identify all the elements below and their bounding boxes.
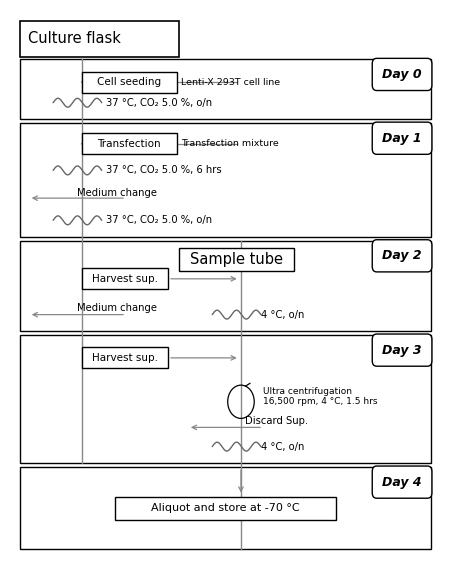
- Text: Sample tube: Sample tube: [190, 252, 283, 267]
- Text: Day 1: Day 1: [382, 132, 422, 145]
- Text: Medium change: Medium change: [78, 303, 157, 313]
- Text: Day 2: Day 2: [382, 249, 422, 262]
- Bar: [20, 20, 179, 57]
- Bar: [20, 241, 431, 331]
- Bar: [82, 72, 177, 93]
- FancyBboxPatch shape: [372, 122, 432, 155]
- Text: Transfection: Transfection: [97, 139, 161, 149]
- Text: 4 °C, o/n: 4 °C, o/n: [261, 441, 304, 452]
- Text: Day 4: Day 4: [382, 475, 422, 488]
- Text: Day 3: Day 3: [382, 344, 422, 357]
- FancyBboxPatch shape: [372, 466, 432, 498]
- Text: Lenti-X 293T cell line: Lenti-X 293T cell line: [181, 78, 281, 87]
- Bar: [82, 348, 168, 368]
- Text: Culture flask: Culture flask: [28, 31, 121, 46]
- Text: Discard Sup.: Discard Sup.: [245, 416, 308, 426]
- Text: Ultra centrifugation
16,500 rpm, 4 °C, 1.5 hrs: Ultra centrifugation 16,500 rpm, 4 °C, 1…: [263, 387, 377, 406]
- Text: 4 °C, o/n: 4 °C, o/n: [261, 310, 304, 320]
- Text: 37 °C, CO₂ 5.0 %, o/n: 37 °C, CO₂ 5.0 %, o/n: [106, 98, 212, 108]
- Bar: [82, 268, 168, 289]
- FancyBboxPatch shape: [372, 334, 432, 366]
- FancyBboxPatch shape: [372, 58, 432, 91]
- Bar: [179, 247, 294, 271]
- Bar: [20, 123, 431, 237]
- Text: Day 0: Day 0: [382, 68, 422, 81]
- Text: Harvest sup.: Harvest sup.: [92, 353, 158, 363]
- Text: Medium change: Medium change: [78, 187, 157, 198]
- Bar: [115, 496, 336, 520]
- Bar: [20, 467, 431, 549]
- Bar: [20, 59, 431, 119]
- Bar: [20, 335, 431, 463]
- Text: 37 °C, CO₂ 5.0 %, o/n: 37 °C, CO₂ 5.0 %, o/n: [106, 215, 212, 225]
- Text: Cell seeding: Cell seeding: [97, 77, 161, 87]
- Bar: [82, 133, 177, 155]
- Text: Transfection mixture: Transfection mixture: [181, 139, 279, 148]
- Text: Harvest sup.: Harvest sup.: [92, 274, 158, 284]
- Text: 37 °C, CO₂ 5.0 %, 6 hrs: 37 °C, CO₂ 5.0 %, 6 hrs: [106, 165, 222, 175]
- Text: Aliquot and store at -70 °C: Aliquot and store at -70 °C: [151, 503, 300, 513]
- FancyBboxPatch shape: [372, 240, 432, 272]
